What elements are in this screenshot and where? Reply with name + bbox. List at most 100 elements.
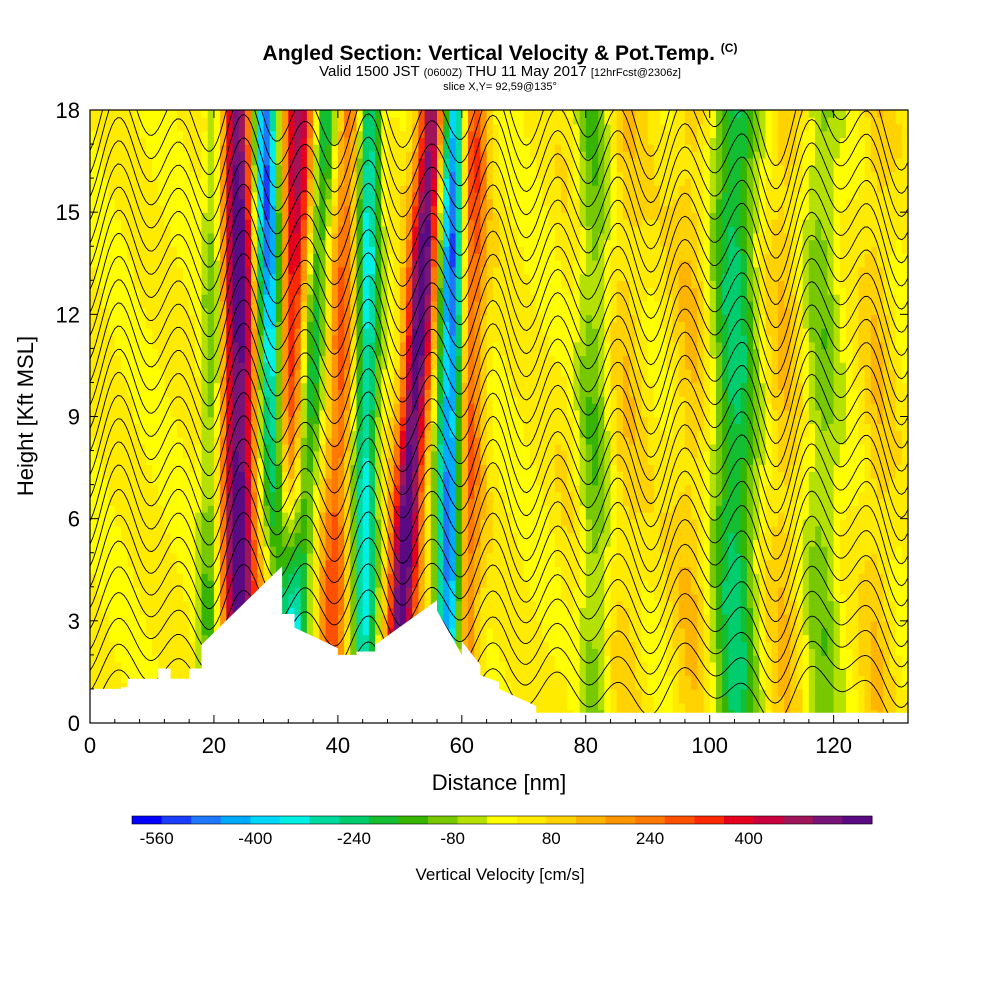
velocity-cell bbox=[480, 477, 488, 486]
velocity-cell bbox=[684, 552, 692, 561]
velocity-cell bbox=[728, 668, 736, 677]
velocity-cell bbox=[883, 580, 891, 588]
velocity-cell bbox=[765, 532, 773, 540]
velocity-cell bbox=[480, 464, 488, 472]
velocity-cell bbox=[790, 471, 798, 479]
velocity-cell bbox=[746, 688, 754, 697]
velocity-cell bbox=[121, 654, 128, 663]
velocity-cell bbox=[796, 566, 804, 574]
velocity-cell bbox=[257, 505, 265, 513]
velocity-cell bbox=[777, 532, 785, 540]
velocity-cell bbox=[294, 498, 302, 506]
velocity-cell bbox=[542, 498, 550, 506]
velocity-cell bbox=[858, 641, 866, 649]
velocity-cell bbox=[257, 573, 265, 581]
velocity-cell bbox=[362, 607, 370, 615]
velocity-cell bbox=[183, 614, 190, 622]
velocity-cell bbox=[561, 688, 568, 697]
velocity-cell bbox=[784, 505, 792, 513]
velocity-cell bbox=[852, 682, 860, 690]
velocity-cell bbox=[288, 573, 296, 581]
velocity-cell bbox=[232, 566, 240, 574]
velocity-cell bbox=[96, 607, 104, 615]
velocity-cell bbox=[777, 573, 785, 581]
velocity-cell bbox=[815, 505, 822, 513]
velocity-cell bbox=[697, 648, 705, 656]
velocity-cell bbox=[889, 511, 897, 520]
velocity-cell bbox=[263, 525, 271, 534]
velocity-cell bbox=[895, 566, 903, 574]
velocity-cell bbox=[610, 491, 618, 500]
velocity-cell bbox=[505, 573, 513, 581]
velocity-cell bbox=[294, 614, 302, 622]
velocity-cell bbox=[616, 648, 624, 656]
velocity-cell bbox=[127, 566, 135, 574]
velocity-cell bbox=[883, 695, 891, 704]
velocity-cell bbox=[108, 498, 116, 506]
velocity-cell bbox=[139, 545, 147, 554]
velocity-cell bbox=[195, 545, 203, 554]
velocity-cell bbox=[808, 539, 816, 547]
velocity-cell bbox=[102, 573, 110, 581]
velocity-cell bbox=[523, 648, 531, 656]
velocity-cell bbox=[362, 552, 370, 561]
velocity-cell bbox=[492, 511, 500, 520]
velocity-cell bbox=[108, 464, 116, 472]
velocity-cell bbox=[114, 654, 122, 663]
velocity-cell bbox=[344, 614, 352, 622]
velocity-cell bbox=[90, 518, 97, 527]
velocity-cell bbox=[647, 491, 655, 500]
velocity-cell bbox=[877, 477, 884, 486]
velocity-cell bbox=[306, 573, 314, 581]
velocity-cell bbox=[424, 532, 432, 540]
velocity-cell bbox=[492, 580, 500, 588]
velocity-cell bbox=[604, 559, 612, 568]
velocity-cell bbox=[616, 498, 624, 506]
velocity-cell bbox=[189, 654, 197, 663]
velocity-cell bbox=[530, 511, 537, 520]
velocity-cell bbox=[263, 511, 271, 520]
velocity-cell bbox=[437, 593, 444, 602]
velocity-cell bbox=[294, 607, 302, 615]
velocity-cell bbox=[672, 464, 680, 472]
velocity-cell bbox=[455, 580, 463, 588]
velocity-cell bbox=[275, 539, 283, 547]
velocity-cell bbox=[684, 471, 692, 479]
velocity-cell bbox=[895, 688, 903, 697]
velocity-cell bbox=[709, 675, 717, 683]
velocity-cell bbox=[573, 641, 581, 649]
velocity-cell bbox=[213, 620, 221, 629]
velocity-cell bbox=[362, 525, 370, 534]
velocity-cell bbox=[728, 464, 736, 472]
velocity-cell bbox=[300, 620, 308, 629]
velocity-cell bbox=[176, 668, 184, 677]
velocity-cell bbox=[244, 518, 252, 527]
velocity-cell bbox=[678, 525, 686, 534]
velocity-cell bbox=[294, 464, 302, 472]
velocity-cell bbox=[170, 552, 178, 561]
velocity-cell bbox=[368, 518, 376, 527]
velocity-cell bbox=[158, 566, 166, 574]
velocity-cell bbox=[542, 552, 550, 561]
velocity-cell bbox=[864, 614, 872, 622]
velocity-cell bbox=[715, 675, 723, 683]
velocity-cell bbox=[164, 566, 172, 574]
velocity-cell bbox=[585, 702, 593, 711]
velocity-cell bbox=[561, 518, 568, 527]
velocity-cell bbox=[437, 505, 444, 513]
velocity-cell bbox=[170, 641, 178, 649]
velocity-cell bbox=[170, 573, 178, 581]
velocity-cell bbox=[759, 668, 767, 677]
velocity-cell bbox=[901, 607, 908, 615]
velocity-cell bbox=[647, 586, 655, 595]
velocity-cell bbox=[728, 559, 736, 568]
velocity-cell bbox=[889, 586, 897, 595]
velocity-cell bbox=[889, 491, 897, 500]
velocity-cell bbox=[846, 566, 853, 574]
velocity-cell bbox=[771, 545, 779, 554]
velocity-cell bbox=[635, 620, 643, 629]
velocity-cell bbox=[746, 559, 754, 568]
velocity-cell bbox=[275, 498, 283, 506]
velocity-cell bbox=[821, 545, 829, 554]
velocity-cell bbox=[102, 580, 110, 588]
